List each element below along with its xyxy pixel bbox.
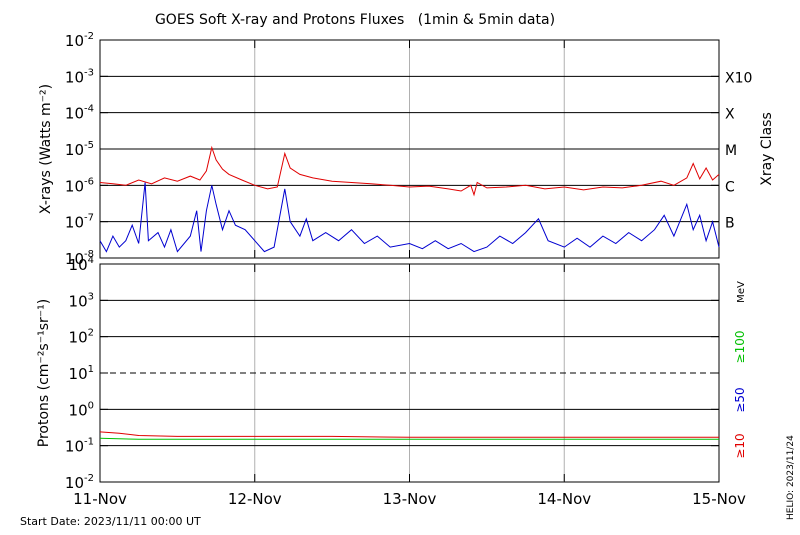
start-date: Start Date: 2023/11/11 00:00 UT <box>20 515 201 528</box>
ytick-label: 10-2 <box>65 473 94 492</box>
chart-title: GOES Soft X-ray and Protons Fluxes (1min… <box>155 12 555 28</box>
xray-class-label: M <box>725 143 737 159</box>
ytick-base: 10 <box>69 256 88 274</box>
ytick-exponent: -7 <box>84 213 94 224</box>
xtick-label: 12-Nov <box>228 490 282 508</box>
ytick-label: 10-8 <box>65 249 94 268</box>
ytick-exponent: -8 <box>84 249 94 260</box>
ytick-exponent: -2 <box>84 31 94 42</box>
ytick-exponent: -3 <box>84 67 94 78</box>
credit-label: HELIO: 2023/11/24 <box>786 435 796 520</box>
ytick-base: 10 <box>65 250 84 268</box>
ytick-base: 10 <box>65 177 84 195</box>
ytick-label: 10-3 <box>65 67 94 86</box>
ytick-exponent: -1 <box>84 437 94 448</box>
ytick-exponent: 2 <box>88 328 94 339</box>
ytick-label: 10-6 <box>65 176 94 195</box>
ytick-base: 10 <box>65 105 84 123</box>
legend-ge50: ≥50 <box>733 387 747 412</box>
xray-class-label: X10 <box>725 70 752 86</box>
series-line <box>99 431 719 438</box>
ytick-exponent: -6 <box>84 176 94 187</box>
ytick-base: 10 <box>69 329 88 347</box>
xtick-label: 11-Nov <box>73 490 127 508</box>
xray-class-label: X <box>725 107 735 123</box>
ytick-exponent: 4 <box>88 255 94 266</box>
ytick-base: 10 <box>69 401 88 419</box>
ytick-label: 10-1 <box>65 437 94 456</box>
ytick-label: 10-7 <box>65 213 94 232</box>
legend-ge10: ≥10 <box>733 433 747 458</box>
series-line <box>99 182 720 253</box>
xtick-label: 13-Nov <box>383 490 437 508</box>
ytick-base: 10 <box>65 32 84 50</box>
ytick-base: 10 <box>69 365 88 383</box>
ytick-label: 10-5 <box>65 140 94 159</box>
xtick-label: 15-Nov <box>692 490 746 508</box>
ytick-label: 10-2 <box>65 31 94 50</box>
ytick-base: 10 <box>69 292 88 310</box>
ytick-exponent: 3 <box>88 291 94 302</box>
ytick-label: 102 <box>69 328 94 347</box>
ytick-label: 104 <box>69 255 94 274</box>
ytick-exponent: -2 <box>84 473 94 484</box>
series-line <box>99 437 719 440</box>
ytick-base: 10 <box>65 214 84 232</box>
legend-ge100: ≥100 <box>733 331 747 364</box>
series-line <box>99 145 720 197</box>
xtick-label: 14-Nov <box>537 490 591 508</box>
ytick-label: 101 <box>69 364 94 383</box>
ytick-base: 10 <box>65 474 84 492</box>
xray-ylabel: X-rays (Watts m⁻²) <box>38 84 54 214</box>
ytick-base: 10 <box>65 438 84 456</box>
ytick-exponent: 0 <box>88 400 94 411</box>
ytick-base: 10 <box>65 141 84 159</box>
xray-class-label: C <box>725 179 735 195</box>
ytick-exponent: -5 <box>84 140 94 151</box>
ytick-base: 10 <box>65 68 84 86</box>
ytick-label: 100 <box>69 400 94 419</box>
proton-ylabel: Protons (cm⁻²s⁻¹sr⁻¹) <box>36 299 52 448</box>
ytick-exponent: 1 <box>88 364 94 375</box>
ytick-label: 10-4 <box>65 104 94 123</box>
mev-label: MeV <box>736 281 747 303</box>
xray-class-axis-label: Xray Class <box>759 112 775 186</box>
ytick-label: 103 <box>69 291 94 310</box>
xray-class-label: B <box>725 216 735 232</box>
ytick-exponent: -4 <box>84 104 94 115</box>
